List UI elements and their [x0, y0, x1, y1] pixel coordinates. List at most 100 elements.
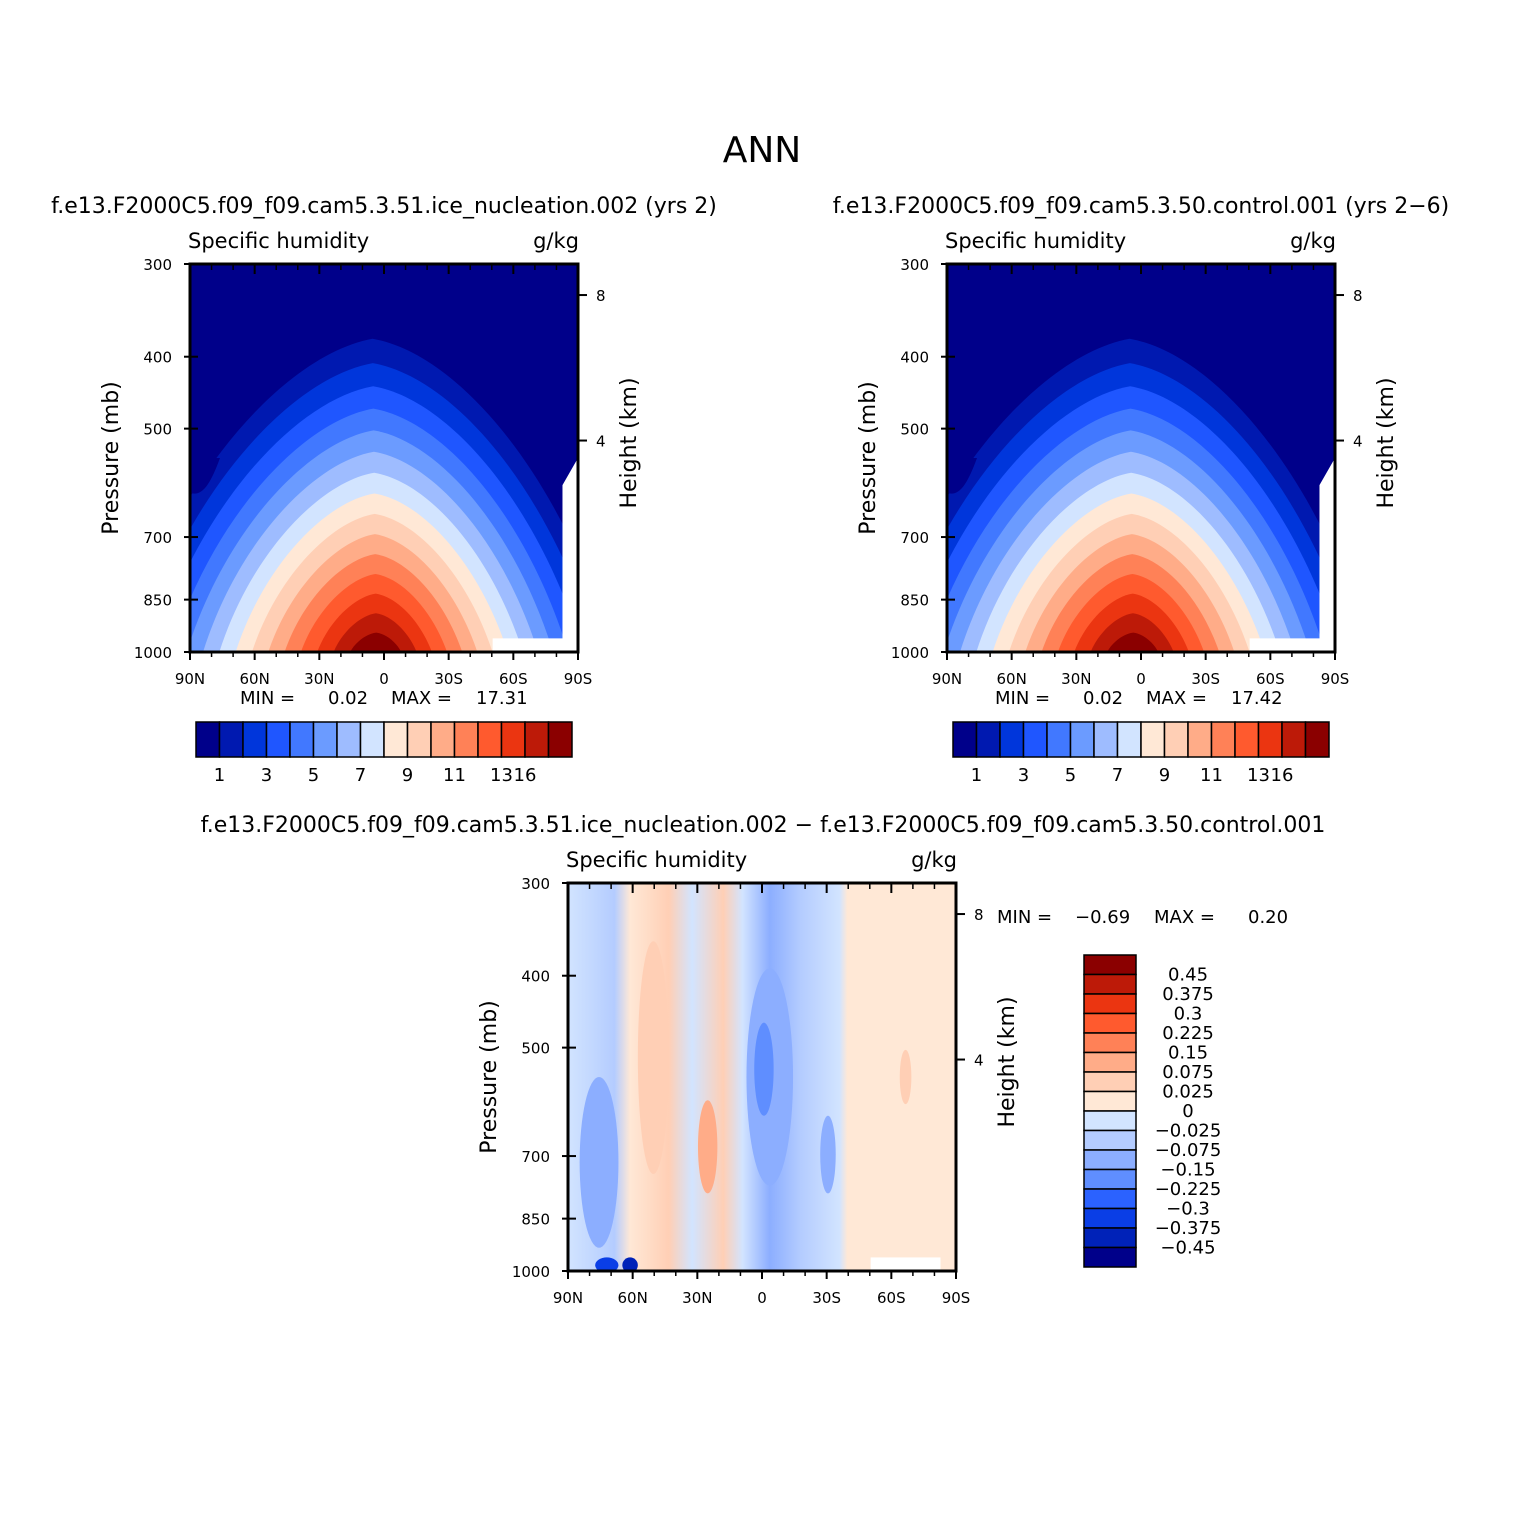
- pressure-tick-label: 400: [143, 349, 172, 367]
- colorbar-swatch: [1083, 1110, 1137, 1132]
- panel-control-axes: 300 400 500 700 850 1000 8 4 90N 60N 30N 0 30S 60S 90S…: [856, 256, 1399, 688]
- panel-test-colorbar: 1 3 5 7 9 11 13 16: [195, 721, 573, 786]
- panel-control-colorbar: 1 3 5 7 9 11 13 16: [952, 721, 1330, 786]
- colorbar-label: 5: [1065, 765, 1076, 786]
- colorbar-label: 7: [1112, 765, 1123, 786]
- lat-tick-label: 90N: [932, 670, 962, 688]
- colorbar-label: 11: [1200, 765, 1223, 786]
- colorbar-label: 0.45: [1168, 965, 1208, 986]
- pressure-tick-label: 500: [521, 1040, 550, 1058]
- colorbar-swatch: [1187, 721, 1213, 758]
- colorbar-swatch: [477, 721, 503, 758]
- contour-band: [190, 458, 220, 494]
- panel-diff-units: g/kg: [911, 848, 957, 872]
- colorbar-label: 9: [402, 765, 413, 786]
- colorbar-label: −0.375: [1155, 1218, 1222, 1239]
- panel-test-max-value: 17.31: [476, 688, 528, 709]
- lat-tick-label: 90N: [553, 1289, 583, 1307]
- panel-control-max-label: MAX =: [1146, 688, 1207, 709]
- height-tick-label: 4: [1353, 433, 1363, 451]
- panel-control: f.e13.F2000C5.f09_f09.cam5.3.50.control.…: [833, 194, 1449, 786]
- lat-tick-label: 30S: [812, 1289, 841, 1307]
- lat-tick-label: 60N: [618, 1289, 648, 1307]
- colorbar-label: 0.025: [1162, 1082, 1214, 1103]
- colorbar-swatch: [336, 721, 362, 758]
- colorbar-swatch: [1083, 1012, 1137, 1034]
- panel-diff-min-value: −0.69: [1075, 907, 1130, 928]
- colorbar-label: 16: [514, 765, 537, 786]
- pressure-tick-label: 700: [143, 529, 172, 547]
- colorbar-label: 5: [308, 765, 319, 786]
- height-tick-label: 4: [974, 1052, 984, 1070]
- missing-data-region: [870, 1257, 941, 1271]
- colorbar-swatch: [1304, 721, 1330, 758]
- y-axis-label: Pressure (mb): [856, 381, 881, 535]
- contour-band: [350, 632, 402, 652]
- colorbar-swatch: [1163, 721, 1189, 758]
- colorbar-swatch: [1022, 721, 1048, 758]
- y-axis-label: Pressure (mb): [99, 381, 124, 535]
- pressure-tick-label: 850: [143, 592, 172, 610]
- colorbar-swatch: [383, 721, 409, 758]
- colorbar-swatch: [1083, 954, 1137, 976]
- panel-test-units: g/kg: [533, 229, 579, 253]
- colorbar-label: −0.025: [1155, 1121, 1222, 1142]
- lat-tick-label: 0: [757, 1289, 767, 1307]
- colorbar-label: 0.15: [1168, 1043, 1208, 1064]
- colorbar-label: 13: [490, 765, 513, 786]
- pressure-tick-label: 700: [521, 1148, 550, 1166]
- colorbar-swatch: [999, 721, 1025, 758]
- contour-blob: [697, 1100, 718, 1194]
- pressure-tick-label: 1000: [891, 644, 929, 662]
- panel-test: f.e13.F2000C5.f09_f09.cam5.3.51.ice_nucl…: [51, 194, 717, 786]
- panel-diff-header: f.e13.F2000C5.f09_f09.cam5.3.51.ice_nucl…: [201, 813, 1326, 838]
- panel-diff-max-value: 0.20: [1248, 907, 1288, 928]
- contour-blob: [899, 1049, 912, 1105]
- missing-data-region: [1249, 458, 1335, 652]
- panel-control-contours: [947, 264, 1335, 652]
- colorbar-label: 1: [214, 765, 225, 786]
- y-axis-right-label: Height (km): [1374, 377, 1399, 508]
- panel-control-max-value: 17.42: [1231, 688, 1283, 709]
- contour-blob: [637, 941, 669, 1174]
- colorbar-swatch: [1083, 1246, 1137, 1268]
- pressure-tick-label: 300: [143, 256, 172, 274]
- lat-tick-label: 0: [379, 670, 389, 688]
- panel-control-min-label: MIN =: [995, 688, 1050, 709]
- pressure-tick-label: 400: [900, 349, 929, 367]
- panel-diff-axes: 300 400 500 700 850 1000 8 4 90N 60N 30N 0 30S 60S 90S…: [477, 875, 1020, 1307]
- colorbar-swatch: [1069, 721, 1095, 758]
- colorbar-swatch: [1083, 1129, 1137, 1151]
- y-axis-right-label: Height (km): [995, 996, 1020, 1127]
- colorbar-swatch: [1083, 1188, 1137, 1210]
- y-axis-label: Pressure (mb): [477, 1000, 502, 1154]
- contour-blob: [754, 1022, 774, 1116]
- colorbar-swatch: [500, 721, 526, 758]
- pressure-tick-label: 1000: [134, 644, 172, 662]
- panel-diff-max-label: MAX =: [1154, 907, 1215, 928]
- colorbar-swatch: [1257, 721, 1283, 758]
- lat-tick-label: 30S: [1191, 670, 1220, 688]
- colorbar-label: 11: [443, 765, 466, 786]
- panel-diff-min-label: MIN =: [997, 907, 1052, 928]
- colorbar-label: 1: [971, 765, 982, 786]
- colorbar-label: −0.075: [1155, 1140, 1222, 1161]
- colorbar-swatch: [1116, 721, 1142, 758]
- pressure-tick-label: 500: [900, 421, 929, 439]
- pressure-tick-label: 300: [521, 875, 550, 893]
- colorbar-swatch: [195, 721, 221, 758]
- panel-test-contours: [190, 264, 578, 652]
- y-axis-right-label: Height (km): [617, 377, 642, 508]
- colorbar-label: 16: [1271, 765, 1294, 786]
- colorbar-swatch: [1083, 993, 1137, 1015]
- colorbar-swatch: [1083, 1149, 1137, 1171]
- colorbar-label: 0.075: [1162, 1062, 1214, 1083]
- lat-tick-label: 60S: [1256, 670, 1285, 688]
- panel-control-units: g/kg: [1290, 229, 1336, 253]
- contour-band: [1107, 632, 1159, 652]
- pressure-tick-label: 850: [521, 1211, 550, 1229]
- colorbar-swatch: [1083, 1071, 1137, 1093]
- colorbar-label: 0.225: [1162, 1023, 1214, 1044]
- panel-control-header: f.e13.F2000C5.f09_f09.cam5.3.50.control.…: [833, 194, 1449, 219]
- colorbar-label: 7: [355, 765, 366, 786]
